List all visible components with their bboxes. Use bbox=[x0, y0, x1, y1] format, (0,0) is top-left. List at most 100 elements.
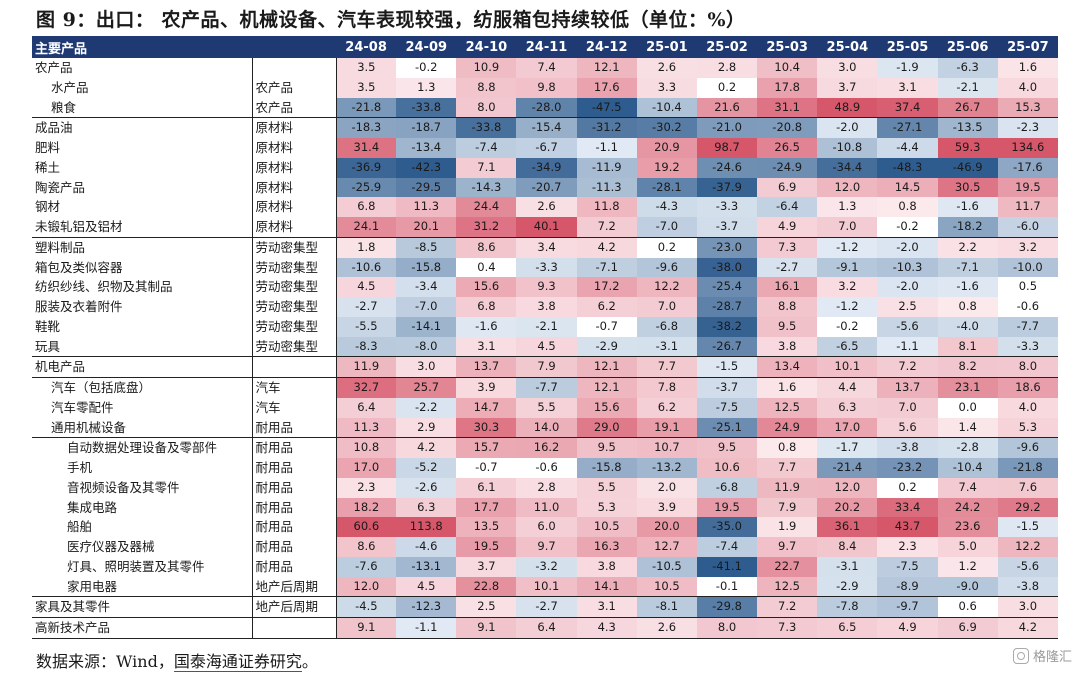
table-row: 农产品 3.5 -0.2 10.9 7.4 12.1 2.6 2.8 10.4 3.0 -1.9 -6… bbox=[32, 58, 1058, 78]
value-cell: 15.6 bbox=[456, 277, 517, 297]
value-cell: 4.2 bbox=[576, 236, 637, 258]
header-month: 25-02 bbox=[696, 36, 758, 58]
value-cell: -8.1 bbox=[636, 596, 697, 618]
value-cell: 24.1 bbox=[336, 217, 397, 238]
value-cell: 19.2 bbox=[636, 157, 697, 178]
value-cell: -3.1 bbox=[636, 336, 697, 357]
value-cell: 19.5 bbox=[456, 537, 517, 557]
value-cell: -7.6 bbox=[336, 556, 397, 577]
header-category bbox=[252, 36, 337, 58]
product-name-cell: 家用电器 bbox=[32, 576, 253, 597]
product-name-cell: 自动数据处理设备及零部件 bbox=[32, 437, 253, 458]
value-cell: 12.0 bbox=[336, 576, 397, 597]
value-cell: 15.7 bbox=[456, 437, 517, 458]
value-cell: 7.8 bbox=[636, 376, 697, 398]
value-cell: 10.6 bbox=[696, 458, 758, 478]
value-cell: 29.0 bbox=[576, 417, 637, 438]
value-cell: -8.0 bbox=[396, 336, 457, 357]
header-month: 25-07 bbox=[997, 36, 1058, 58]
value-cell: 4.0 bbox=[997, 77, 1058, 98]
value-cell: -3.4 bbox=[396, 277, 457, 297]
category-cell: 原材料 bbox=[252, 217, 337, 238]
value-cell: -7.0 bbox=[636, 217, 697, 238]
value-cell: 12.2 bbox=[997, 537, 1058, 557]
value-cell: -9.6 bbox=[636, 257, 697, 278]
value-cell: -5.6 bbox=[997, 556, 1058, 577]
value-cell: 12.0 bbox=[817, 177, 878, 198]
value-cell: -20.7 bbox=[516, 177, 577, 198]
table-row: 自动数据处理设备及零部件 耐用品 10.8 4.2 15.7 16.2 9.5 10.7 9.5… bbox=[32, 437, 1058, 458]
value-cell: -25.1 bbox=[696, 417, 758, 438]
value-cell: -3.1 bbox=[817, 556, 878, 577]
product-name-cell: 家具及其零件 bbox=[32, 596, 253, 618]
value-cell: 4.2 bbox=[396, 437, 457, 458]
value-cell: 8.1 bbox=[937, 336, 998, 357]
product-name-cell: 陶瓷产品 bbox=[32, 177, 253, 198]
value-cell: 16.3 bbox=[576, 537, 637, 557]
value-cell: 36.1 bbox=[817, 517, 878, 537]
value-cell: -3.2 bbox=[516, 556, 577, 577]
value-cell: 4.9 bbox=[877, 617, 938, 639]
header-month: 25-03 bbox=[757, 36, 818, 58]
product-name-cell: 汽车（包括底盘） bbox=[32, 376, 253, 398]
value-cell: -24.9 bbox=[757, 157, 818, 178]
value-cell: 8.0 bbox=[696, 617, 758, 639]
table-row: 服装及衣着附件 劳动密集型 -2.7 -7.0 6.8 3.8 6.2 7.0 -28.7 8.8… bbox=[32, 297, 1058, 317]
value-cell: 23.6 bbox=[937, 517, 998, 537]
value-cell: -2.2 bbox=[396, 397, 457, 418]
value-cell: 31.2 bbox=[456, 217, 517, 238]
value-cell: 4.5 bbox=[396, 576, 457, 597]
value-cell: 3.1 bbox=[456, 336, 517, 357]
value-cell: 10.1 bbox=[817, 356, 878, 378]
value-cell: 18.2 bbox=[336, 497, 397, 518]
product-name-cell: 粮食 bbox=[32, 97, 253, 118]
value-cell: 6.1 bbox=[456, 477, 517, 498]
value-cell: 5.5 bbox=[516, 397, 577, 418]
value-cell: -31.2 bbox=[576, 117, 637, 138]
value-cell: 3.7 bbox=[817, 77, 878, 98]
product-name-cell: 手机 bbox=[32, 458, 253, 478]
value-cell: 7.1 bbox=[456, 157, 517, 178]
value-cell: 20.0 bbox=[636, 517, 697, 537]
value-cell: 14.0 bbox=[516, 417, 577, 438]
value-cell: 4.4 bbox=[817, 376, 878, 398]
value-cell: -0.2 bbox=[836, 318, 859, 333]
value-cell: 134.6 bbox=[997, 138, 1058, 158]
value-cell: -29.8 bbox=[696, 596, 758, 618]
value-cell: 10.5 bbox=[576, 517, 637, 537]
value-cell: -34.4 bbox=[817, 157, 878, 178]
value-cell: 6.3 bbox=[396, 497, 457, 518]
table-row: 纺织纱线、织物及其制品 劳动密集型 4.5 -3.4 15.6 9.3 17.2 12.2 -2… bbox=[32, 277, 1058, 297]
category-cell: 耐用品 bbox=[252, 437, 337, 458]
value-cell: -23.0 bbox=[696, 236, 758, 258]
value-cell: 10.8 bbox=[336, 437, 397, 458]
value-cell: 6.2 bbox=[636, 397, 697, 418]
category-cell: 劳动密集型 bbox=[252, 236, 337, 258]
value-cell: -1.9 bbox=[877, 58, 938, 78]
value-cell: -6.3 bbox=[937, 58, 998, 78]
category-cell: 耐用品 bbox=[252, 458, 337, 478]
value-cell: 9.7 bbox=[516, 537, 577, 557]
value-cell: 12.5 bbox=[757, 576, 818, 597]
value-cell: 15.3 bbox=[997, 97, 1058, 118]
value-cell: -2.0 bbox=[817, 117, 878, 138]
product-name-cell: 集成电路 bbox=[32, 497, 253, 518]
category-cell: 地产后周期 bbox=[252, 576, 337, 597]
value-cell: 9.5 bbox=[696, 437, 758, 458]
value-cell: 2.5 bbox=[456, 596, 517, 618]
value-cell: -15.8 bbox=[576, 458, 637, 478]
value-cell: 6.8 bbox=[456, 297, 517, 317]
watermark-text: 格隆汇 bbox=[1032, 650, 1072, 665]
value-cell: -5.6 bbox=[877, 316, 938, 337]
value-cell: 9.1 bbox=[456, 617, 517, 639]
value-cell: 0.2 bbox=[717, 79, 737, 94]
value-cell: 11.3 bbox=[336, 417, 397, 438]
value-cell: 10.5 bbox=[636, 576, 697, 597]
value-cell: 7.4 bbox=[937, 477, 998, 498]
value-cell: 17.0 bbox=[817, 417, 878, 438]
value-cell: -38.0 bbox=[696, 257, 758, 278]
value-cell: -0.7 bbox=[475, 460, 498, 474]
product-name-cell: 肥料 bbox=[32, 138, 253, 158]
product-name-cell: 未锻轧铝及铝材 bbox=[32, 217, 253, 238]
product-name-cell: 箱包及类似容器 bbox=[32, 257, 253, 278]
